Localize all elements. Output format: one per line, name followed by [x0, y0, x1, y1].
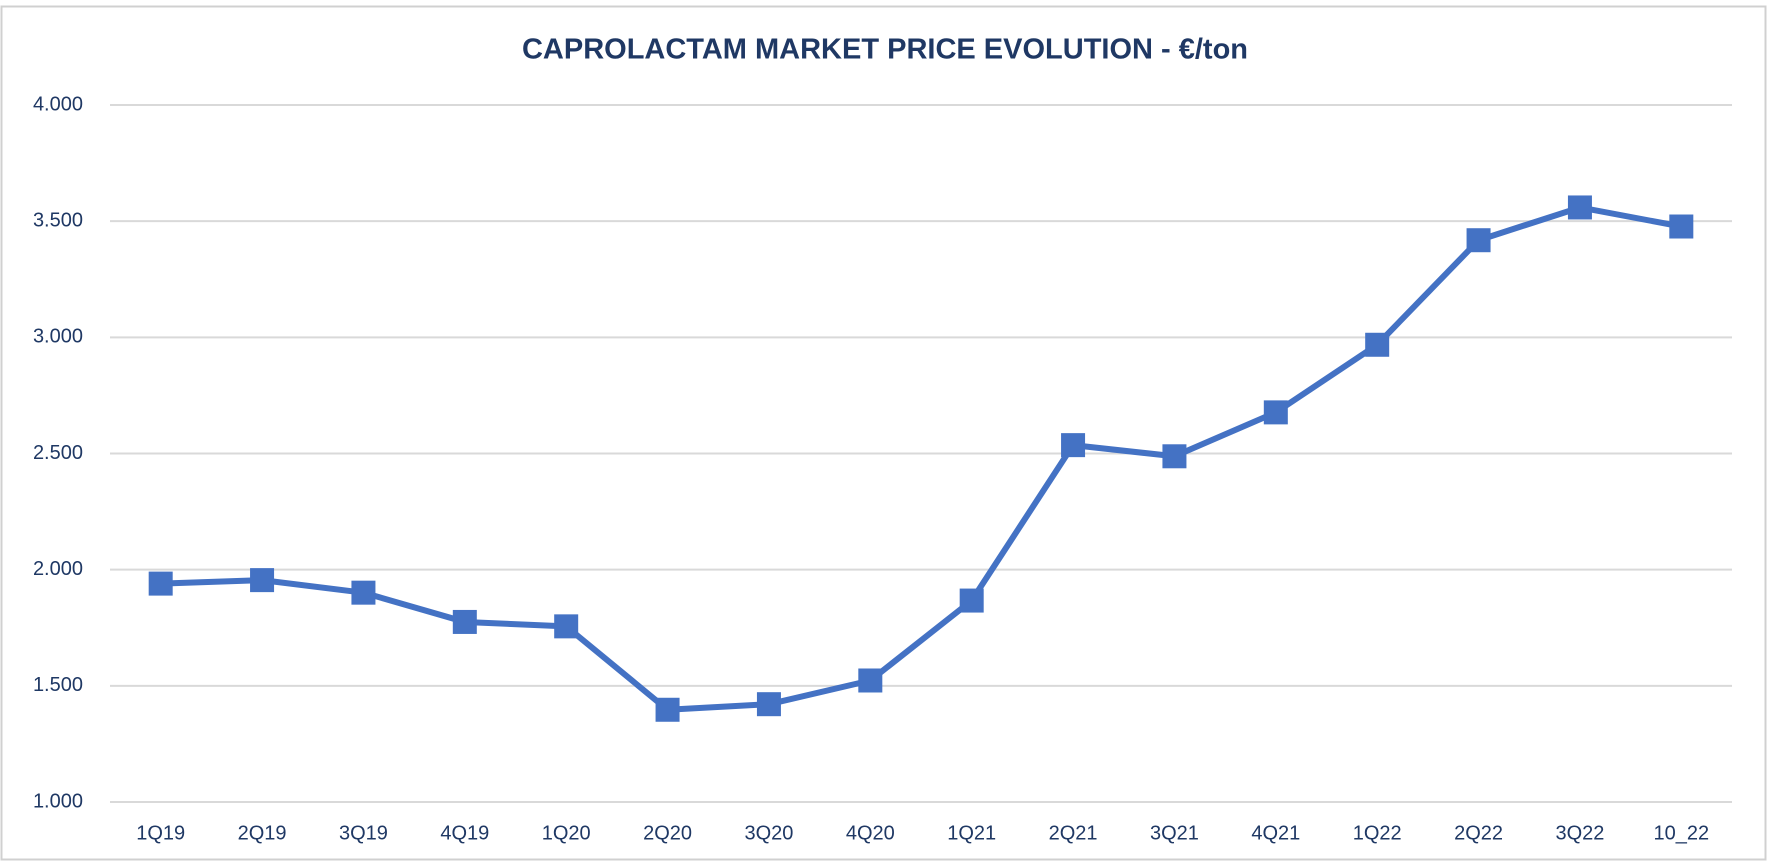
- x-tick-label: 1Q22: [1353, 822, 1402, 844]
- y-tick-label: 4.000: [33, 93, 83, 115]
- y-tick-label: 2.000: [33, 558, 83, 580]
- y-tick-label: 3.000: [33, 326, 83, 348]
- y-tick-label: 1.000: [33, 790, 83, 812]
- marker: [1567, 195, 1592, 220]
- x-tick-label: 1Q21: [947, 822, 996, 844]
- marker: [554, 614, 579, 639]
- marker: [452, 609, 477, 634]
- x-tick-label: 2Q21: [1049, 822, 1098, 844]
- marker: [351, 580, 376, 605]
- marker: [756, 692, 781, 717]
- marker: [148, 571, 173, 596]
- x-tick-label: 3Q21: [1150, 822, 1199, 844]
- marker: [250, 568, 275, 593]
- marker: [1263, 400, 1288, 425]
- x-tick-label: 2Q19: [238, 822, 287, 844]
- x-tick-label: 1Q19: [136, 822, 185, 844]
- x-tick-label: 10_22: [1654, 822, 1710, 844]
- marker: [1466, 228, 1491, 253]
- line: [160, 204, 1682, 713]
- y-tick-label: 3.500: [33, 209, 83, 231]
- x-tick-label: 3Q20: [744, 822, 793, 844]
- x-tick-label: 3Q22: [1555, 822, 1604, 844]
- x-tick-label: 4Q20: [846, 822, 895, 844]
- marker: [655, 697, 680, 722]
- chart-title: CAPROLACTAM MARKET PRICE EVOLUTION - €/t…: [522, 34, 1248, 66]
- chart-frame: [0, 5, 1767, 861]
- marker: [858, 668, 883, 693]
- marker: [1669, 214, 1694, 239]
- x-tick-label: 1Q20: [542, 822, 591, 844]
- marker: [1162, 444, 1187, 469]
- x-tick-label: 4Q21: [1251, 822, 1300, 844]
- marker: [959, 588, 984, 613]
- x-tick-label: 2Q20: [643, 822, 692, 844]
- x-tick-label: 4Q19: [440, 822, 489, 844]
- x-tick-label: 2Q22: [1454, 822, 1503, 844]
- marker: [1365, 332, 1390, 357]
- y-tick-label: 1.500: [33, 674, 83, 696]
- marker: [1061, 433, 1086, 458]
- x-tick-label: 3Q19: [339, 822, 388, 844]
- y-tick-label: 2.500: [33, 442, 83, 464]
